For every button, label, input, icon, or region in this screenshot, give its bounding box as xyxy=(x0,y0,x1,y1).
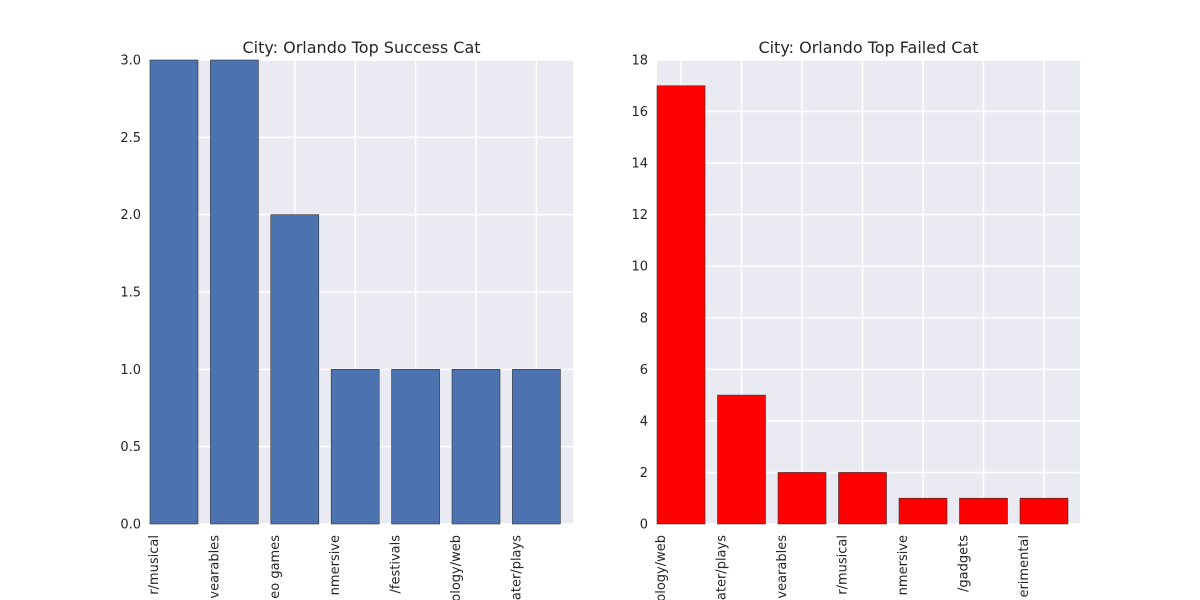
bar xyxy=(777,472,827,525)
x-tick-label: ology/web xyxy=(654,535,669,600)
x-tick-label: /festivals xyxy=(389,535,404,594)
y-tick-label: 2 xyxy=(640,466,648,481)
x-tick-label: ater/plays xyxy=(715,535,730,600)
x-tick-label: eo games xyxy=(268,535,283,599)
y-tick-label: 1.0 xyxy=(120,363,141,378)
y-tick-label: 0.0 xyxy=(120,518,141,533)
y-tick-label: 2.5 xyxy=(120,131,141,146)
x-tick-label: nmersive xyxy=(896,535,911,595)
failed-category-chart: 0 2 4 6 8 10 12 14 16 18 ology/web ater/plays veara… xyxy=(631,38,1080,600)
bar xyxy=(149,59,199,525)
bar xyxy=(959,497,1008,525)
bars xyxy=(656,85,1069,525)
bar xyxy=(838,472,887,525)
y-tick-label: 6 xyxy=(640,363,648,378)
y-tick-label: 18 xyxy=(631,54,648,69)
bar xyxy=(270,214,320,525)
y-tick-label: 1.5 xyxy=(120,286,141,301)
chart-title: City: Orlando Top Failed Cat xyxy=(758,38,978,57)
y-tick-labels: 0 2 4 6 8 10 12 14 16 18 xyxy=(631,54,648,533)
x-tick-label: vearables xyxy=(775,535,790,599)
y-tick-label: 8 xyxy=(640,311,648,326)
x-tick-label: nmersive xyxy=(328,535,343,595)
x-tick-label: erimental xyxy=(1017,535,1032,598)
bar xyxy=(451,369,501,525)
x-tick-label: r/musical xyxy=(147,535,162,595)
y-tick-label: 12 xyxy=(631,208,648,223)
success-category-chart: 0.0 0.5 1.0 1.5 2.0 2.5 3.0 r/musical vearables… xyxy=(120,38,573,600)
y-tick-label: 2.0 xyxy=(120,208,141,223)
bar xyxy=(1019,497,1069,525)
bar xyxy=(512,369,561,525)
x-tick-label: /gadgets xyxy=(957,535,972,592)
bar xyxy=(898,497,948,525)
bar xyxy=(330,369,380,525)
y-tick-label: 0.5 xyxy=(120,440,141,455)
x-tick-labels: r/musical vearables eo games nmersive/festi… xyxy=(147,535,524,600)
y-tick-label: 16 xyxy=(631,105,648,120)
y-tick-label: 4 xyxy=(640,414,648,429)
x-tick-label: vearables xyxy=(207,535,222,599)
bar xyxy=(717,394,766,525)
bar xyxy=(656,85,706,525)
y-tick-label: 10 xyxy=(631,260,648,275)
y-tick-label: 0 xyxy=(640,518,648,533)
x-tick-label: r/musical xyxy=(836,535,851,595)
bar xyxy=(391,369,440,525)
x-tick-label: ater/plays xyxy=(509,535,524,600)
y-tick-labels: 0.0 0.5 1.0 1.5 2.0 2.5 3.0 xyxy=(120,54,141,533)
bar xyxy=(210,59,259,525)
bars xyxy=(149,59,561,525)
x-tick-label: ology/web xyxy=(449,535,464,600)
y-tick-label: 14 xyxy=(631,157,648,172)
y-tick-label: 3.0 xyxy=(120,54,141,69)
x-tick-labels: ology/web ater/plays vearables r/musical nme… xyxy=(654,535,1032,600)
chart-title: City: Orlando Top Success Cat xyxy=(242,38,480,57)
